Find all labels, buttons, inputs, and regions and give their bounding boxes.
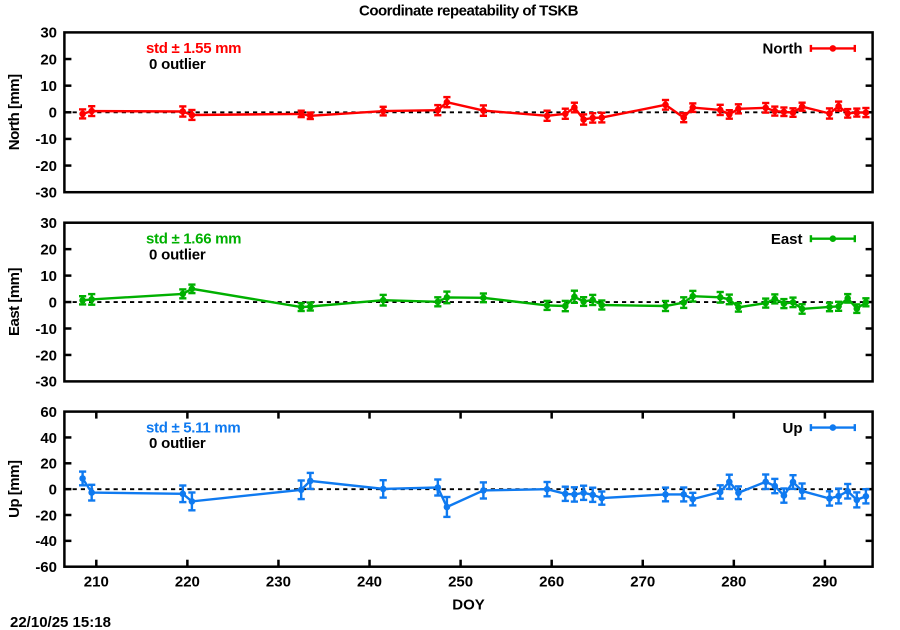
svg-text:East [mm]: East [mm] (6, 267, 23, 336)
svg-text:std ± 1.55 mm: std ± 1.55 mm (146, 40, 241, 57)
svg-text:230: 230 (266, 573, 291, 590)
svg-text:290: 290 (812, 573, 837, 590)
svg-text:22/10/25 15:18: 22/10/25 15:18 (10, 614, 111, 630)
svg-text:0 outlier: 0 outlier (149, 435, 206, 452)
svg-text:0: 0 (49, 105, 57, 122)
svg-text:-20: -20 (35, 347, 57, 364)
svg-text:std ± 1.66 mm: std ± 1.66 mm (146, 231, 241, 248)
svg-text:-20: -20 (35, 507, 57, 524)
svg-text:-40: -40 (35, 533, 57, 550)
svg-text:North: North (763, 41, 803, 58)
svg-text:Up [mm]: Up [mm] (6, 460, 23, 518)
svg-text:250: 250 (448, 573, 473, 590)
svg-text:Up: Up (783, 420, 803, 437)
svg-text:220: 220 (175, 573, 200, 590)
svg-text:std ± 5.11 mm: std ± 5.11 mm (146, 419, 240, 436)
svg-text:10: 10 (40, 268, 57, 285)
svg-text:40: 40 (40, 430, 57, 447)
svg-text:20: 20 (40, 51, 57, 68)
svg-text:270: 270 (630, 573, 655, 590)
svg-text:30: 30 (40, 215, 57, 232)
svg-text:-60: -60 (35, 559, 57, 576)
svg-text:-10: -10 (35, 131, 57, 148)
svg-text:0: 0 (49, 481, 57, 498)
svg-text:20: 20 (40, 241, 57, 258)
svg-text:0 outlier: 0 outlier (149, 56, 206, 73)
svg-text:-30: -30 (35, 374, 57, 391)
svg-text:0: 0 (49, 294, 57, 311)
svg-text:60: 60 (40, 404, 57, 421)
svg-text:0 outlier: 0 outlier (149, 246, 206, 263)
svg-text:240: 240 (357, 573, 382, 590)
svg-text:260: 260 (539, 573, 564, 590)
svg-text:20: 20 (40, 456, 57, 473)
svg-text:10: 10 (40, 78, 57, 95)
svg-text:Coordinate repeatability of TS: Coordinate repeatability of TSKB (359, 3, 579, 20)
svg-text:-10: -10 (35, 321, 57, 338)
svg-text:North [mm]: North [mm] (6, 74, 23, 150)
svg-text:-30: -30 (35, 185, 57, 202)
svg-text:30: 30 (40, 25, 57, 42)
svg-text:East: East (771, 231, 803, 248)
svg-text:210: 210 (84, 573, 109, 590)
svg-text:280: 280 (721, 573, 746, 590)
svg-text:DOY: DOY (452, 597, 485, 614)
svg-text:-20: -20 (35, 158, 57, 175)
